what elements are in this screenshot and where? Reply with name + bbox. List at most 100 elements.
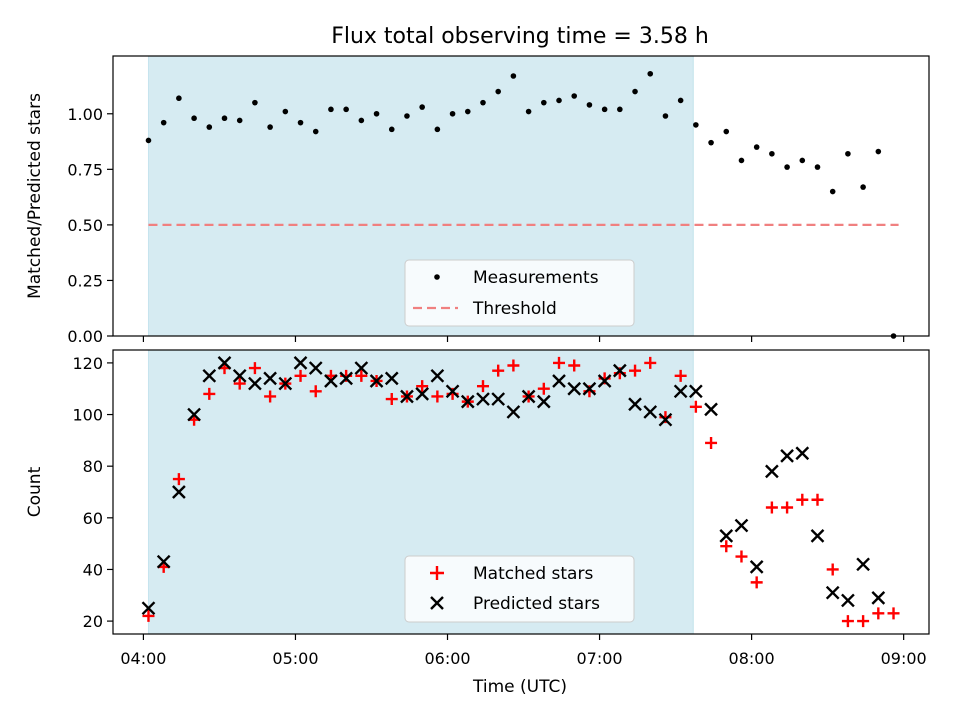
matched-star-point [309,385,322,398]
measurement-point [601,106,608,113]
predicted-star-point [780,449,794,463]
top-y-axis-label: Matched/Predicted stars [25,93,45,299]
predicted-star-point [506,405,521,419]
bottom-y-tick-label: 40 [83,560,103,579]
measurement-point [176,95,182,102]
measurement-point [753,144,760,150]
predicted-star-point [400,389,414,404]
measurement-point [464,108,471,115]
matched-star-point [720,540,733,553]
predicted-star-point [871,591,886,605]
predicted-star-point [856,557,870,572]
matched-star-point [492,364,505,377]
matched-star-point [705,436,718,449]
predicted-star-point [278,376,293,391]
x-tick-label: 06:00 [424,649,470,668]
measurement-point [145,137,152,144]
predicted-star-point [172,485,186,499]
measurement-point [829,188,836,195]
measurement-point [571,93,578,99]
matched-star-point [553,356,566,369]
matched-star-point [416,380,429,393]
predicted-star-point [734,518,749,533]
predicted-star-point [825,585,840,600]
predicted-star-point [141,601,156,616]
measurement-point [677,97,684,104]
legend-matched-label: Matched stars [473,564,593,584]
measurement-point [449,110,456,117]
measurement-point [221,115,228,122]
predicted-star-point [567,381,582,396]
measurement-point [617,106,623,113]
matched-star-point [172,473,185,486]
measurement-point [723,128,730,135]
x-tick-label: 09:00 [881,649,927,668]
measurement-point [160,119,167,126]
matched-star-point [857,615,870,628]
measurement-point [404,113,410,119]
bottom-legend: Matched stars Predicted stars [404,555,635,623]
bottom-panel: 20 40 60 80 100 120 04:00 05:00 06:00 07:00 08:00… [25,349,930,697]
predicted-star-point [384,371,399,386]
bottom-y-axis: 20 40 60 80 100 120 [72,354,113,631]
chart-title: Flux total observing time = 3.58 h [331,24,709,49]
measurement-point [191,115,197,122]
measurement-point [388,126,395,133]
x-axis-label: Time (UTC) [472,677,567,697]
bottom-y-tick-label: 20 [83,612,103,631]
matched-star-point [674,369,687,382]
matched-star-point [248,362,261,375]
measurement-point [662,113,669,119]
measurement-point [282,108,289,115]
measurement-point [480,99,486,106]
predicted-star-point [339,371,353,386]
predicted-star-point [795,446,810,461]
bottom-y-tick-label: 80 [83,457,103,476]
measurement-point [875,148,882,155]
matched-star-point [142,609,155,622]
bottom-y-tick-label: 60 [83,509,103,528]
measurement-point [297,119,304,126]
legend-measurements-marker [434,274,440,280]
bottom-y-tick-label: 100 [72,406,103,425]
measurement-point [343,106,349,113]
predicted-star-point [293,356,308,370]
measurement-point [206,124,213,130]
predicted-star-point [202,368,217,383]
measurement-point [632,88,638,95]
predicted-star-point [658,412,673,427]
measurement-point [495,88,501,95]
predicted-star-point [673,384,688,399]
predicted-star-point [476,392,490,406]
bottom-legend-box [404,555,635,623]
predicted-star-point [324,374,338,388]
predicted-star-point [582,381,597,396]
top-y-tick-label: 0.75 [67,160,103,179]
legend-measurements-label: Measurements [473,268,599,288]
matched-star-point [233,377,246,390]
x-tick-label: 05:00 [272,649,318,668]
measurement-point [647,70,654,77]
predicted-star-point [217,356,232,370]
measurement-point [510,73,517,79]
matched-star-point [476,380,489,393]
bottom-plot-frame [112,349,930,635]
predicted-star-point [521,389,536,404]
measurement-point [312,128,319,135]
matched-star-point [811,493,824,506]
matched-star-point [507,359,520,372]
top-y-tick-label: 0.00 [67,327,103,346]
top-y-tick-label: 0.25 [67,271,103,290]
legend-predicted-marker [430,596,444,610]
matched-star-point [735,550,748,563]
matched-star-point [385,393,398,406]
matched-star-point [826,563,839,576]
predicted-star-point [536,394,551,409]
measurement-point [738,157,745,164]
predicted-star-point [415,387,430,401]
predicted-star-point [308,361,323,375]
predicted-star-point [187,407,201,422]
top-x-ticks [142,336,905,342]
matched-star-point [264,390,277,403]
